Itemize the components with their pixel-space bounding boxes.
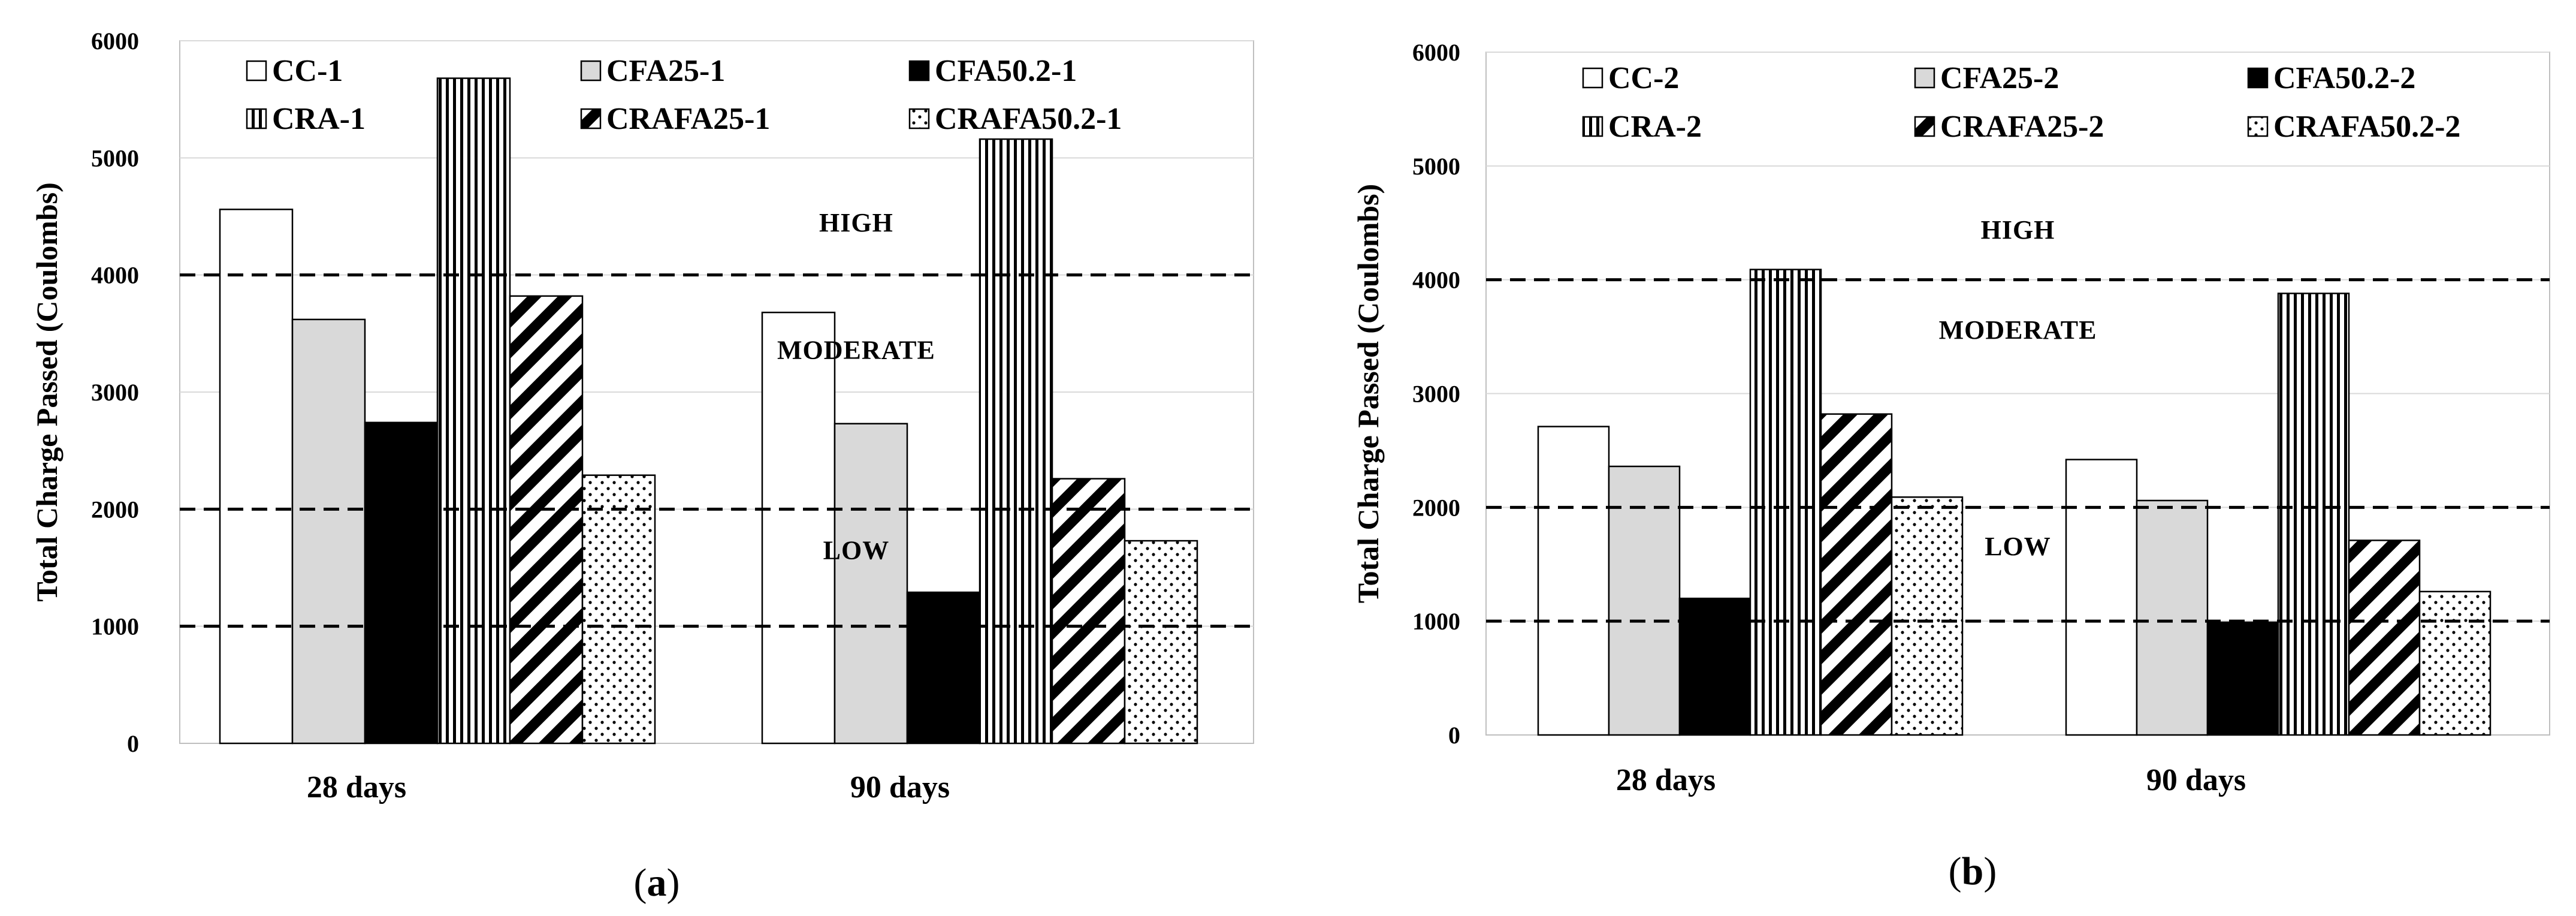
legend-label: CRAFA50.2-1 <box>935 102 1122 136</box>
zone-label-high: HIGH <box>1981 215 2055 245</box>
y-tick-label: 2000 <box>1412 494 1460 521</box>
bar-crafa25-2-28-days <box>1820 413 1893 736</box>
bar-cra-2-28-days <box>1749 269 1822 736</box>
bar-cfa502-1-28-days <box>364 421 439 745</box>
legend-swatch <box>908 108 930 129</box>
legend-label: CFA50.2-2 <box>2273 61 2415 95</box>
y-tick-label: 3000 <box>91 379 139 406</box>
legend-swatch <box>246 60 267 82</box>
bar-crafa502-1-28-days <box>581 474 656 745</box>
x-category-label: 28 days <box>307 770 406 804</box>
legend-swatch <box>1914 67 1935 89</box>
legend-label: CRA-2 <box>1608 110 1702 144</box>
legend-swatch <box>2247 67 2269 89</box>
y-tick-label: 1000 <box>91 613 139 640</box>
legend-label: CFA25-2 <box>1940 61 2059 95</box>
y-tick-label: 6000 <box>1412 39 1460 66</box>
bar-cc-2-90-days <box>2065 459 2138 736</box>
bar-cfa502-1-90-days <box>906 591 981 745</box>
bar-cc-1-28-days <box>219 209 294 745</box>
legend-label: CRAFA25-2 <box>1940 110 2104 144</box>
legend-swatch <box>1582 116 1603 137</box>
bar-crafa25-1-90-days <box>1051 478 1126 745</box>
chart-panel-b: 0 1000 2000 3000 4000 5000 6000 Total Charge Pa… <box>1351 39 2550 893</box>
y-tick-label: 3000 <box>1412 381 1460 408</box>
y-tick-label: 5000 <box>1412 153 1460 180</box>
legend-swatch <box>908 60 930 82</box>
bar-cc-1-90-days <box>761 311 836 745</box>
zone-label-high: HIGH <box>819 208 893 237</box>
legend-label: CFA50.2-1 <box>935 54 1077 88</box>
legend-swatch <box>246 108 267 129</box>
y-tick-label: 6000 <box>91 28 139 55</box>
bar-cfa25-1-28-days <box>291 318 366 745</box>
legend-swatch <box>2247 116 2269 137</box>
legend-label: CC-1 <box>272 54 343 88</box>
zone-label-moderate: MODERATE <box>777 336 935 365</box>
panel-label: (b) <box>1949 849 1997 893</box>
zone-label-low: LOW <box>1985 532 2051 561</box>
bar-cra-1-90-days <box>979 138 1053 745</box>
zone-label-low: LOW <box>823 536 890 565</box>
bar-cfa25-1-90-days <box>833 423 908 745</box>
bar-cfa502-2-28-days <box>1678 597 1751 736</box>
legend-swatch <box>1914 116 1935 137</box>
bar-crafa502-1-90-days <box>1124 540 1198 745</box>
legend-label: CC-2 <box>1608 61 1679 95</box>
legend-swatch <box>580 60 602 82</box>
bar-cra-1-28-days <box>436 77 511 745</box>
bar-cra-2-90-days <box>2277 293 2350 736</box>
zone-label-moderate: MODERATE <box>1939 315 2097 345</box>
x-category-label: 90 days <box>850 770 950 804</box>
x-category-label: 90 days <box>2146 763 2246 797</box>
bar-cfa25-2-28-days <box>1608 465 1681 736</box>
y-tick-label: 0 <box>127 730 139 757</box>
legend-label: CFA25-1 <box>606 54 725 88</box>
y-tick-label: 0 <box>1448 722 1460 749</box>
y-axis-title: Total Charge Passed (Coulombs) <box>1351 184 1385 604</box>
bar-cfa502-2-90-days <box>2206 621 2279 736</box>
bar-crafa25-1-28-days <box>509 295 584 745</box>
y-tick-label: 4000 <box>91 262 139 289</box>
y-tick-label: 2000 <box>91 496 139 523</box>
bar-cfa25-2-90-days <box>2136 499 2209 736</box>
y-tick-label: 4000 <box>1412 267 1460 294</box>
legend-swatch <box>1582 67 1603 89</box>
y-axis-title: Total Charge Passed (Coulombs) <box>30 182 64 602</box>
x-category-label: 28 days <box>1616 763 1716 797</box>
chart-panel-a: 0 1000 2000 3000 4000 5000 6000 Total Charge Pa… <box>30 28 1254 905</box>
bar-crafa502-2-90-days <box>2418 590 2492 736</box>
bar-crafa25-2-90-days <box>2348 540 2421 736</box>
bar-cc-2-28-days <box>1537 426 1610 736</box>
legend-label: CRAFA25-1 <box>606 102 770 136</box>
bar-crafa502-2-28-days <box>1891 496 1964 736</box>
y-tick-label: 5000 <box>91 144 139 171</box>
legend-swatch <box>580 108 602 129</box>
legend-label: CRAFA50.2-2 <box>2273 110 2460 144</box>
panel-label: (a) <box>634 861 680 905</box>
y-tick-label: 1000 <box>1412 608 1460 635</box>
legend-label: CRA-1 <box>272 102 366 136</box>
